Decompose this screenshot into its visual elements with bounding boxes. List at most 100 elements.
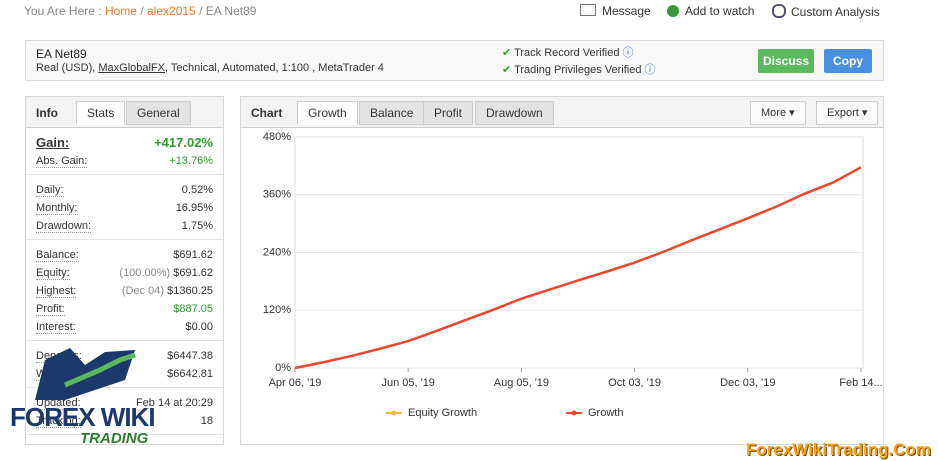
stat-label: Drawdown: xyxy=(36,220,92,233)
account-name: EA Net89 xyxy=(36,47,87,61)
chart-panel-title: Chart xyxy=(251,106,283,120)
verification: ✔ Trading Privileges Verified ⓘ xyxy=(502,64,656,76)
stat-value: (Dec 04) $1360.25 xyxy=(122,285,213,297)
stat-row: Equity: (100.00%) $691.62 xyxy=(36,267,213,285)
separator xyxy=(26,434,223,435)
action-analysis[interactable]: Custom Analysis xyxy=(772,4,880,19)
verification-text: Trading Privileges Verified xyxy=(514,64,642,76)
tab[interactable]: Growth xyxy=(297,101,358,125)
broker-link[interactable]: MaxGlobalFX xyxy=(98,62,165,74)
stat-number: Feb 14 at 20:29 xyxy=(135,397,213,409)
stat-row: Daily: 0.52% xyxy=(36,184,213,202)
stat-number: 0.52% xyxy=(181,184,213,196)
stat-value: $887.05 xyxy=(173,303,213,315)
x-tick-label: Feb 14... xyxy=(839,377,882,389)
menu-button[interactable]: More ▾ xyxy=(750,101,806,125)
account-header: EA Net89 Real (USD), MaxGlobalFX, Techni… xyxy=(25,40,884,81)
action-label: Message xyxy=(602,4,651,18)
separator: / xyxy=(199,4,203,18)
stat-value: 1.75% xyxy=(182,220,213,232)
stat-value: 0.52% xyxy=(182,184,213,196)
x-tick-label: Apr 06, '19 xyxy=(269,377,322,389)
stat-value: Feb 14 at 20:29 xyxy=(136,397,213,409)
separator xyxy=(26,387,223,388)
stat-number: $691.62 xyxy=(173,249,213,261)
menu-label: Export xyxy=(827,107,859,119)
stat-note: (100.00%) xyxy=(119,267,171,279)
logo-text: FOREX WIKI xyxy=(10,402,156,432)
stat-number: 18 xyxy=(200,415,213,427)
stat-row: Balance: $691.62 xyxy=(36,249,213,267)
stat-label: Interest: xyxy=(36,321,76,334)
stat-number: $6447.38 xyxy=(167,350,213,362)
copy-button[interactable]: Copy xyxy=(824,49,872,73)
action-label: Custom Analysis xyxy=(791,5,880,19)
legend-label: Growth xyxy=(588,407,623,419)
action-watch[interactable]: Add to watch xyxy=(667,4,754,18)
stat-number: $0.00 xyxy=(185,321,213,333)
stat-value: (100.00%) $691.62 xyxy=(119,267,213,279)
menu-button[interactable]: Export ▾ xyxy=(816,101,879,125)
stat-label: Balance: xyxy=(36,249,79,262)
stat-row: Tracking: 18 xyxy=(36,415,213,433)
y-tick-label: 0% xyxy=(275,362,291,374)
stat-row: Gain: +417.02% xyxy=(36,135,213,153)
details: , Technical, Automated, 1:100 , MetaTrad… xyxy=(165,62,384,74)
x-tick-label: Oct 03, '19 xyxy=(608,377,661,389)
stat-number: $6642.81 xyxy=(167,368,213,380)
tab[interactable]: Info xyxy=(36,106,58,120)
separator xyxy=(26,174,223,175)
chart: 0% 120% 240% 360% 480% Apr 06, '19 Jun 05, '19… xyxy=(263,131,883,419)
breadcrumb-link[interactable]: Home xyxy=(104,4,137,18)
tab[interactable]: Profit xyxy=(423,101,474,125)
action-message[interactable]: Message xyxy=(580,4,651,18)
stat-label: Abs. Gain: xyxy=(36,155,88,168)
line xyxy=(294,166,862,370)
action-label: Add to watch xyxy=(685,4,755,18)
verification: ✔ Track Record Verified ⓘ xyxy=(502,47,634,59)
y-tick-label: 240% xyxy=(263,246,291,258)
breadcrumb-prefix: You Are Here : xyxy=(24,4,102,18)
stat-label: Monthly: xyxy=(36,202,78,215)
logo: FOREX WIKI TRADING xyxy=(10,340,170,450)
details: Real (USD), xyxy=(36,62,96,74)
stat-label: Equity: xyxy=(36,267,70,280)
account-details: Real (USD), MaxGlobalFX, Technical, Auto… xyxy=(36,62,384,74)
stat-number: +417.02% xyxy=(154,135,213,150)
separator xyxy=(26,239,223,240)
stat-row: Profit: $887.05 xyxy=(36,303,213,321)
tab[interactable]: Drawdown xyxy=(475,101,554,125)
x-tick-label: Jun 05, '19 xyxy=(381,377,434,389)
tab[interactable]: General xyxy=(126,101,191,125)
tab[interactable]: Stats xyxy=(76,101,126,125)
tab[interactable]: Balance xyxy=(359,101,425,125)
stat-value: 16.95% xyxy=(176,202,213,214)
stat-number: 16.95% xyxy=(175,202,213,214)
stat-row: Drawdown: 1.75% xyxy=(36,220,213,238)
discuss-button[interactable]: Discuss xyxy=(758,49,814,73)
breadcrumb-link[interactable]: alex2015 xyxy=(147,4,196,18)
y-tick-label: 480% xyxy=(263,131,291,143)
logo-graphic xyxy=(35,348,136,400)
breadcrumb-current: EA Net89 xyxy=(205,4,257,18)
breadcrumb: You Are Here : Home / alex2015 / EA Net8… xyxy=(24,4,256,18)
stat-number: +13.76% xyxy=(169,155,213,167)
stat-label: Tracking: xyxy=(36,415,81,428)
stat-label: Daily: xyxy=(36,184,64,197)
legend-label: Equity Growth xyxy=(408,407,477,419)
stat-value: +13.76% xyxy=(169,155,213,167)
y-tick-label: 360% xyxy=(263,189,291,201)
stat-number: $1360.25 xyxy=(167,285,213,297)
stat-value: $6642.81 xyxy=(167,368,213,380)
stat-label: Highest: xyxy=(36,285,77,298)
stat-value: +417.02% xyxy=(154,135,213,150)
verification-text: Track Record Verified xyxy=(514,47,620,59)
separator xyxy=(26,340,223,341)
chart-panel: Chart Growth Balance Profit Drawdown Mor… xyxy=(240,96,884,445)
stat-row: Monthly: 16.95% xyxy=(36,202,213,220)
legend-swatch xyxy=(391,410,397,416)
stat-value: $691.62 xyxy=(173,249,213,261)
legend-swatch xyxy=(571,410,577,416)
stat-number: $691.62 xyxy=(173,267,213,279)
